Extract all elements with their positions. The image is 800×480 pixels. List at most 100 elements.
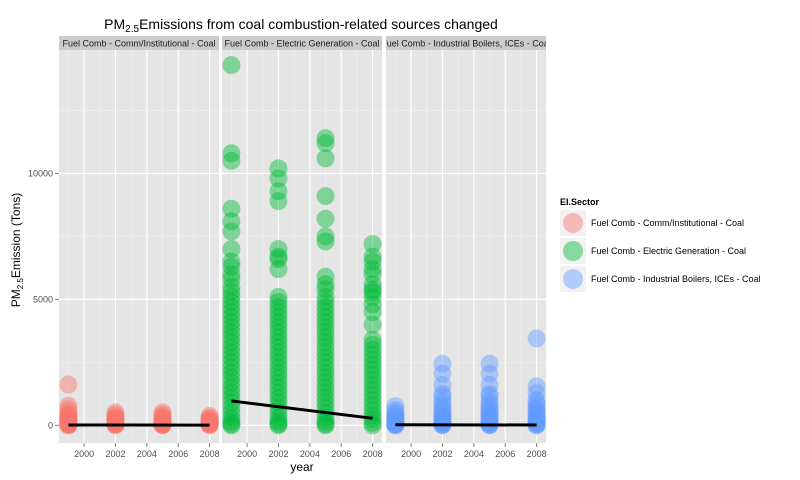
data-point: [222, 270, 241, 289]
data-point: [153, 409, 172, 428]
data-point: [433, 413, 452, 432]
data-point: [269, 159, 288, 178]
x-tick-label: 2000: [401, 449, 421, 459]
data-point: [527, 329, 546, 348]
data-point: [433, 384, 452, 403]
data-point: [269, 415, 288, 434]
data-point: [59, 414, 78, 433]
data-point: [363, 350, 382, 369]
data-point: [59, 400, 78, 419]
data-point: [222, 393, 241, 412]
data-point: [316, 333, 335, 352]
data-point: [316, 358, 335, 377]
data-point: [222, 303, 241, 321]
data-point: [106, 407, 125, 426]
data-point: [527, 416, 546, 435]
x-tick-label: 2002: [432, 449, 452, 459]
data-point: [269, 297, 288, 316]
data-point: [222, 363, 241, 382]
legend: EI.Sector Fuel Comb - Comm/Institutional…: [560, 197, 761, 292]
data-point: [222, 412, 241, 431]
data-point: [433, 407, 452, 426]
data-point: [269, 383, 288, 402]
x-tick-label: 2006: [331, 449, 351, 459]
data-point: [222, 338, 241, 357]
data-point: [316, 308, 335, 327]
data-point: [316, 149, 335, 168]
data-point: [363, 303, 382, 321]
data-point: [59, 408, 78, 427]
y-tick-label: 10000: [28, 168, 53, 178]
legend-swatch: [563, 213, 583, 233]
data-point: [153, 407, 172, 426]
data-point: [269, 260, 288, 279]
data-point: [316, 416, 335, 435]
data-point: [59, 415, 78, 434]
data-point: [316, 318, 335, 337]
y-axis: 0 5000 10000: [28, 168, 59, 430]
data-point: [527, 399, 546, 418]
data-point: [386, 401, 405, 420]
data-point: [316, 287, 335, 306]
data-point: [269, 416, 288, 435]
data-point: [222, 297, 241, 316]
data-point: [363, 416, 382, 435]
data-point: [200, 406, 219, 425]
data-point: [269, 323, 288, 342]
x-tick-label: 2000: [237, 449, 257, 459]
data-point: [480, 395, 499, 414]
data-point: [363, 335, 382, 354]
data-point: [59, 413, 78, 432]
data-point: [316, 363, 335, 382]
legend-item-fuel-comb-electric-generation-coal: Fuel Comb - Electric Generation - Coal: [560, 238, 746, 264]
data-point: [269, 308, 288, 327]
data-point: [59, 415, 78, 434]
y-tick-label: 0: [48, 420, 53, 430]
data-point: [316, 209, 335, 228]
data-point: [269, 358, 288, 377]
data-point: [527, 404, 546, 423]
x-tick-label: 2002: [105, 449, 125, 459]
data-point: [363, 280, 382, 299]
data-point: [316, 303, 335, 321]
data-point: [363, 260, 382, 279]
data-point: [269, 378, 288, 397]
facet-strip-label: Fuel Comb - Comm/Institutional - Coal: [62, 39, 215, 49]
data-point: [222, 348, 241, 367]
x-tick-label: 2008: [527, 449, 547, 459]
data-point: [386, 407, 405, 426]
x-axis: 2000 2002 2004 2006 2008 2000 2002 2004 2006 2008…: [74, 443, 547, 459]
data-point: [363, 401, 382, 420]
data-point: [316, 292, 335, 311]
data-point: [106, 405, 125, 424]
x-tick-label: 2004: [464, 449, 484, 459]
data-point: [363, 396, 382, 415]
data-point: [480, 387, 499, 406]
data-point: [480, 376, 499, 395]
data-point: [316, 187, 335, 206]
data-point: [269, 363, 288, 382]
facet-strip: [386, 36, 546, 50]
data-point: [433, 398, 452, 417]
chart-title: PM2.5Emissions from coal combustion-rela…: [104, 16, 498, 35]
data-point: [480, 384, 499, 403]
data-point: [386, 413, 405, 432]
data-point: [316, 328, 335, 347]
legend-key: [560, 238, 586, 264]
data-point: [222, 333, 241, 352]
data-point: [222, 277, 241, 296]
data-point: [316, 313, 335, 332]
data-point: [363, 371, 382, 390]
data-point: [222, 287, 241, 306]
data-point: [222, 323, 241, 342]
data-point: [363, 365, 382, 384]
legend-label: Fuel Comb - Comm/Institutional - Coal: [591, 218, 744, 228]
legend-swatch: [563, 241, 583, 261]
data-point: [480, 398, 499, 417]
data-point: [222, 318, 241, 337]
data-point: [269, 303, 288, 321]
data-point: [363, 376, 382, 395]
data-point: [433, 392, 452, 411]
data-point: [59, 396, 78, 415]
